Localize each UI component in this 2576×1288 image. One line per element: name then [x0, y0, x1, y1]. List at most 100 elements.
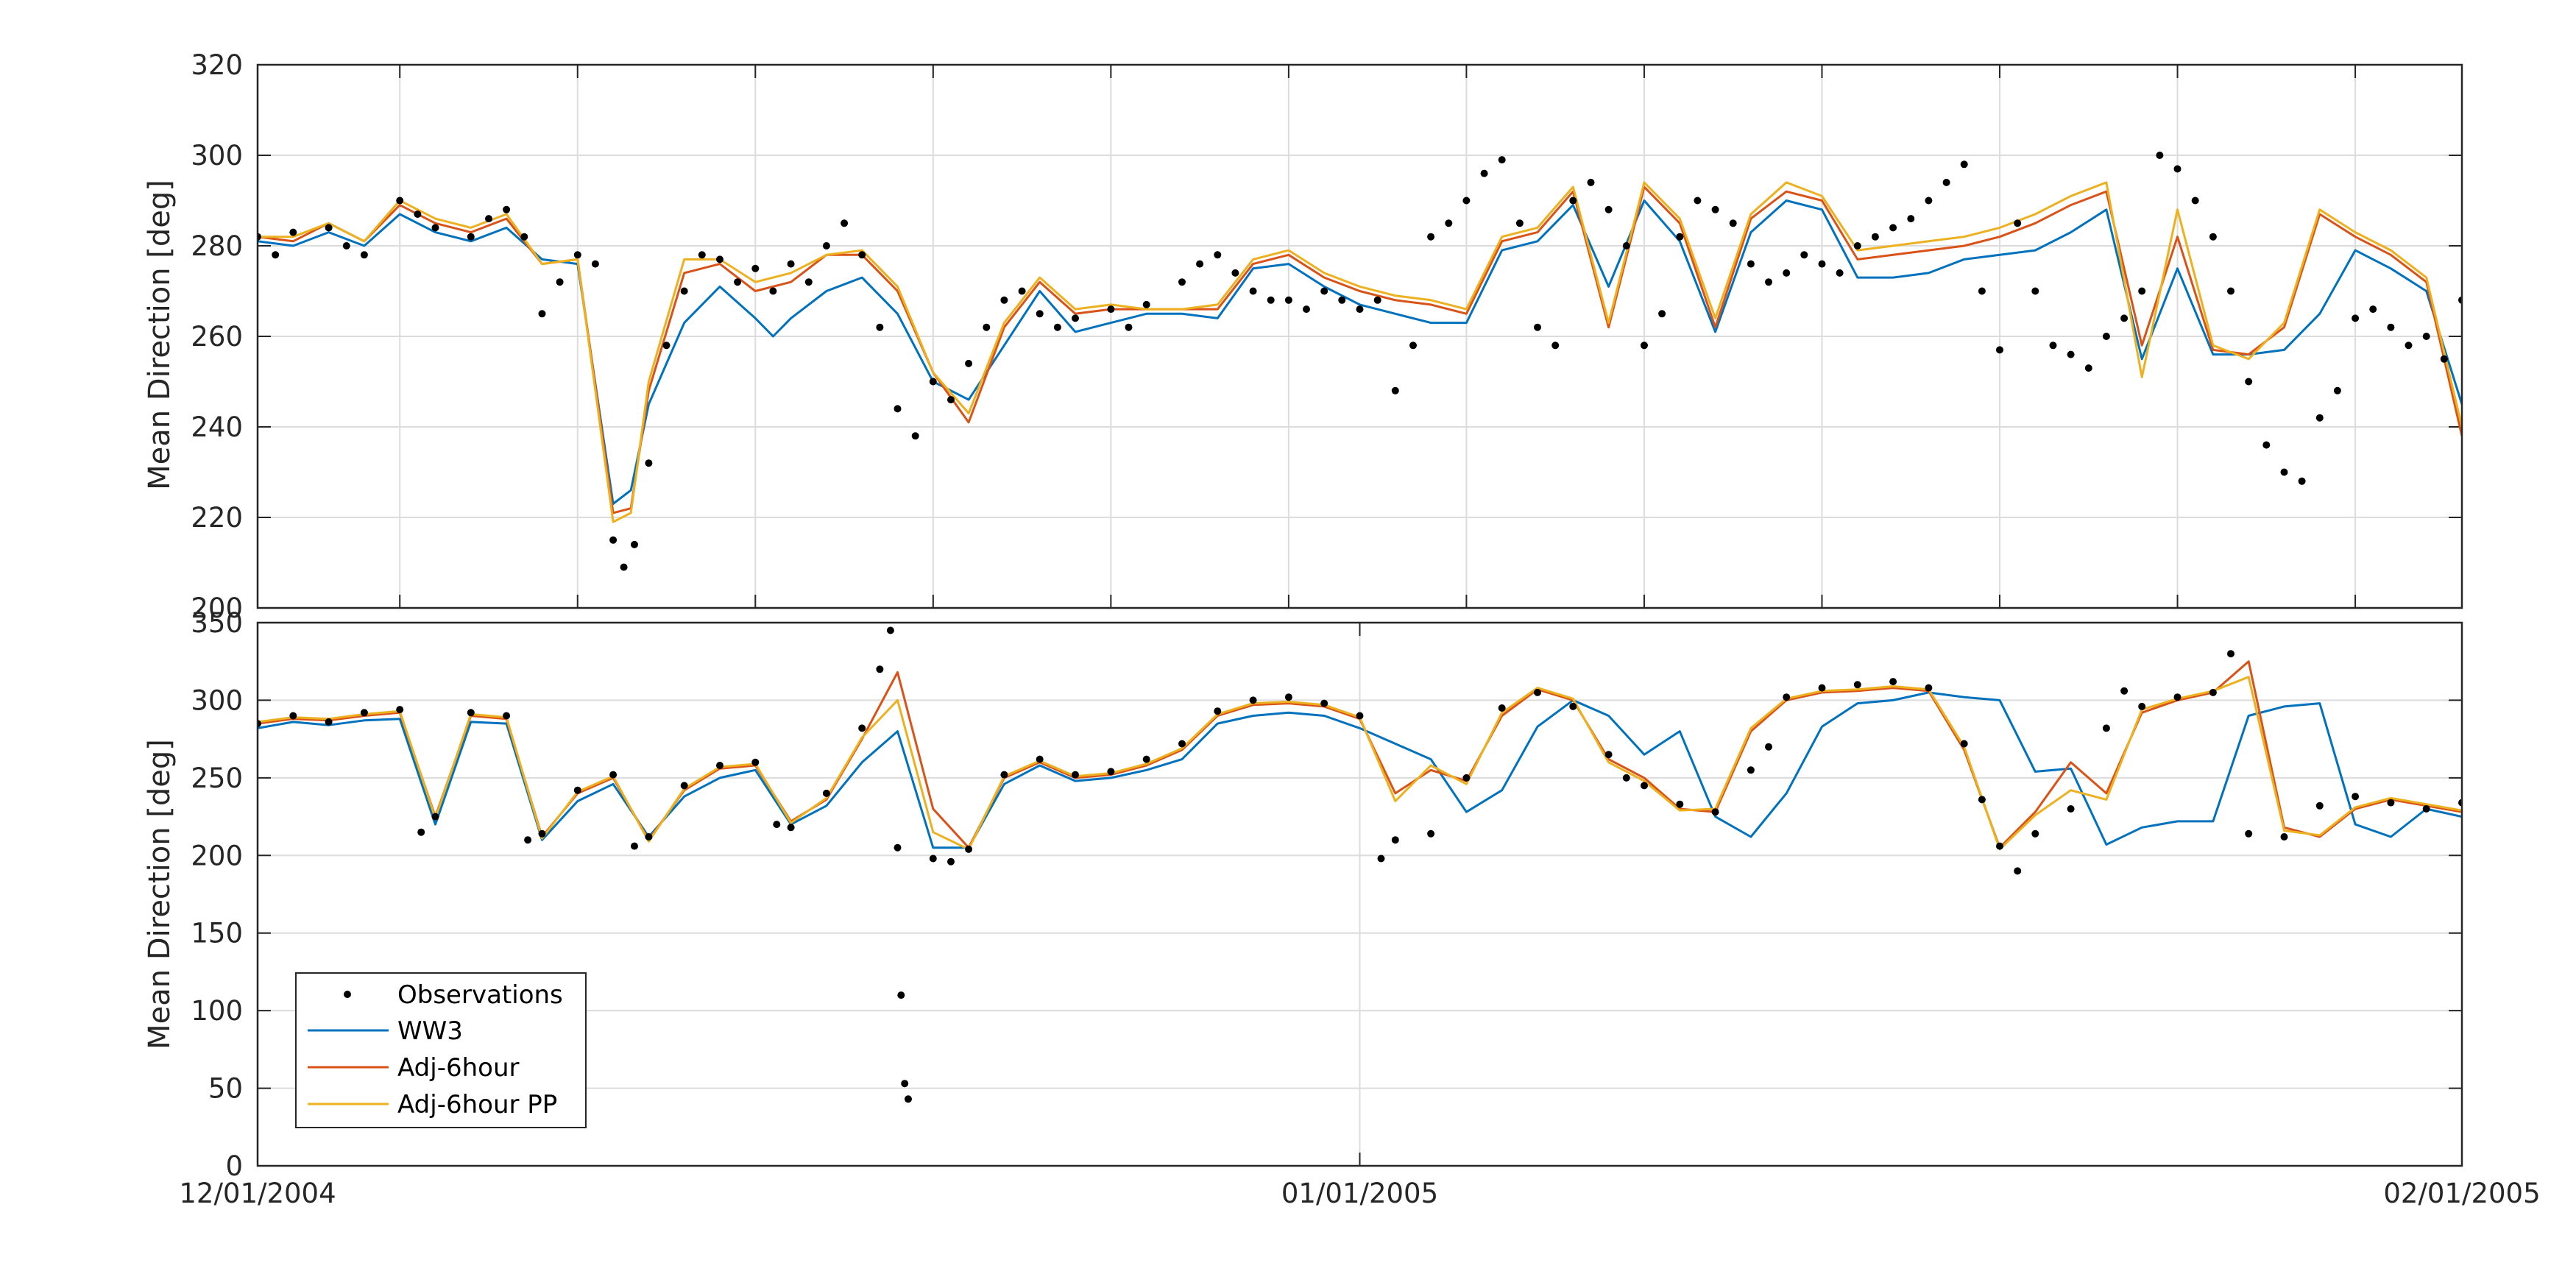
- bottom-observation-point: [2227, 650, 2234, 658]
- top-observation-point: [1534, 323, 1541, 331]
- bottom-observation-point: [787, 824, 795, 832]
- bottom-observation-point: [1178, 740, 1186, 748]
- top-observation-point: [2173, 165, 2182, 173]
- bottom-observation-point: [2387, 799, 2395, 807]
- top-observation-point: [2031, 287, 2039, 295]
- bottom-observation-point: [876, 665, 884, 673]
- top-observation-point: [342, 242, 350, 250]
- bottom-observation-point: [396, 706, 404, 714]
- top-observation-point: [1622, 242, 1630, 250]
- top-observation-point: [325, 224, 333, 232]
- top-observation-point: [1462, 197, 1471, 205]
- bottom-y-tick-label: 50: [208, 1073, 243, 1105]
- top-observation-point: [1569, 197, 1577, 205]
- bottom-axes-frame: [256, 621, 2463, 1167]
- top-observation-point: [911, 432, 919, 440]
- top-observation-point: [1356, 305, 1364, 314]
- top-y-tick-label: 320: [191, 49, 243, 81]
- top-observation-point: [1303, 305, 1310, 314]
- bottom-x-tick-label: 02/01/2005: [2383, 1178, 2540, 1209]
- bottom-observation-point: [1818, 684, 1826, 692]
- bottom-observation-point: [1641, 782, 1648, 790]
- legend-marker-observations: [344, 991, 351, 998]
- top-observation-point: [2227, 287, 2234, 295]
- top-observation-point: [929, 378, 937, 386]
- top-observation-point: [2333, 386, 2341, 394]
- bottom-observation-point: [1462, 774, 1471, 782]
- top-observation-point: [1729, 219, 1737, 227]
- bottom-observation-point: [1284, 693, 1292, 701]
- bottom-observation-point: [2067, 805, 2075, 813]
- top-observation-point: [2405, 342, 2413, 350]
- top-observation-point: [2191, 197, 2199, 205]
- top-observation-point: [804, 278, 813, 286]
- top-observation-point: [1178, 278, 1186, 286]
- bottom-observation-point: [1391, 836, 1399, 844]
- bottom-y-tick-label: 300: [191, 684, 243, 716]
- top-observation-point: [2049, 342, 2057, 350]
- bottom-observation-point: [1747, 766, 1755, 774]
- top-observation-point: [1284, 296, 1292, 304]
- top-observation-point: [1658, 310, 1666, 318]
- top-observation-point: [2102, 333, 2110, 340]
- bottom-observation-point: [2120, 687, 2129, 695]
- bottom-x-tick-label: 12/01/2004: [179, 1178, 336, 1209]
- top-observation-point: [431, 224, 439, 232]
- top-observation-point: [485, 215, 492, 223]
- bottom-observation-point: [1622, 774, 1630, 782]
- bottom-observation-point: [1765, 743, 1772, 751]
- top-observation-point: [2138, 287, 2146, 295]
- top-observation-point: [1711, 205, 1719, 213]
- top-observation-point: [1320, 287, 1328, 295]
- bottom-observation-point: [1853, 681, 1861, 689]
- top-observation-point: [2369, 305, 2377, 314]
- top-observation-point: [573, 251, 581, 259]
- top-observation-point: [645, 459, 653, 467]
- top-observation-point: [1515, 219, 1524, 227]
- bottom-observation-point: [1107, 768, 1115, 776]
- bottom-observation-point: [2014, 867, 2022, 875]
- top-observation-point: [1889, 224, 1897, 232]
- bottom-y-tick-label: 200: [191, 840, 243, 871]
- bottom-observation-point: [2352, 793, 2360, 801]
- bottom-observation-point: [1320, 699, 1328, 707]
- top-panel: Mean Direction [deg] 200 220 240 260 280 300 3…: [143, 49, 2463, 624]
- top-series-layer: [258, 152, 2462, 571]
- top-observation-point: [1000, 296, 1008, 304]
- bottom-observation-point: [2031, 829, 2039, 838]
- top-observation-point: [1373, 296, 1381, 304]
- bottom-observation-point: [1569, 702, 1577, 710]
- bottom-observation-point: [929, 854, 937, 863]
- top-observation-point: [2084, 364, 2092, 372]
- top-observation-point: [894, 405, 902, 413]
- bottom-observation-point: [631, 842, 638, 850]
- top-series-adj-6hour: [258, 185, 2462, 514]
- bottom-observation-point: [1978, 796, 1986, 804]
- top-axes-frame: [256, 63, 2463, 609]
- top-observation-point: [1142, 300, 1150, 308]
- top-observation-point: [396, 197, 404, 205]
- bottom-observation-point: [2422, 805, 2430, 813]
- top-observation-point: [2156, 152, 2164, 159]
- top-observation-point: [2315, 414, 2324, 422]
- bottom-observation-point: [1427, 829, 1435, 838]
- top-observation-point: [769, 287, 777, 295]
- top-observation-point: [1747, 260, 1755, 268]
- top-observation-point: [734, 278, 742, 286]
- top-observation-point: [2387, 323, 2395, 331]
- top-observation-point: [2014, 219, 2022, 227]
- top-observation-point: [620, 563, 628, 571]
- top-observation-point: [1604, 205, 1613, 213]
- top-observation-point: [1445, 219, 1453, 227]
- bottom-y-tick-label: 150: [191, 918, 243, 949]
- top-observation-point: [1338, 296, 1346, 304]
- top-observation-point: [2067, 350, 2075, 358]
- top-observation-point: [360, 251, 368, 259]
- bottom-observation-point: [467, 709, 475, 717]
- top-observation-point: [609, 536, 618, 544]
- bottom-observation-point: [894, 843, 902, 852]
- bottom-observation-point: [2102, 724, 2110, 732]
- bottom-observation-point: [2173, 693, 2182, 701]
- top-observation-point: [2245, 378, 2253, 386]
- top-observation-point: [2262, 441, 2271, 449]
